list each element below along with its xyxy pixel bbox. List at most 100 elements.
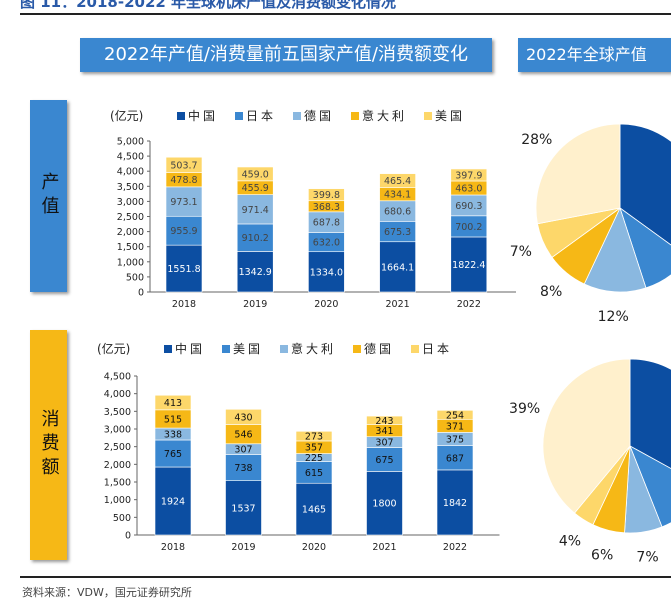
y-tick-label: 3,500 xyxy=(104,407,131,418)
y-tick-label: 1,500 xyxy=(104,478,131,489)
bar-segment xyxy=(236,251,274,293)
figure-title: 图 11：2018-2022 年全球机床产值及消费额变化情况 xyxy=(20,0,397,11)
pie-percent-label: 7% xyxy=(510,244,532,260)
bar-segment xyxy=(295,482,333,536)
bottom-rule xyxy=(20,576,671,578)
bar-value-label: 675.3 xyxy=(384,227,411,238)
bar-segment xyxy=(154,394,192,411)
header-right: 2022年全球产值 xyxy=(518,38,671,72)
bar-value-label: 434.1 xyxy=(384,190,411,201)
bar-segment xyxy=(236,223,274,252)
legend-label: 中国 xyxy=(175,341,205,356)
bar-segment xyxy=(366,415,403,425)
bar-value-label: 615 xyxy=(305,468,323,479)
bar-value-label: 687 xyxy=(446,453,464,464)
bar-value-label: 1537 xyxy=(231,503,255,514)
pie-percent-label: 12% xyxy=(598,309,629,325)
bar-value-label: 765 xyxy=(164,449,182,460)
bar-value-label: 503.7 xyxy=(170,160,197,171)
legend-label: 日本 xyxy=(246,109,276,123)
legend-swatch-4 xyxy=(411,345,419,353)
x-tick-label: 2019 xyxy=(243,299,267,310)
x-tick-label: 2021 xyxy=(372,542,396,553)
legend-label: 意大利 xyxy=(362,108,407,123)
bar-segment xyxy=(225,480,262,536)
y-tick-label: 2,000 xyxy=(104,460,131,471)
bar-value-label: 515 xyxy=(164,414,182,425)
bar-segment xyxy=(379,241,416,293)
bar-segment xyxy=(165,244,203,293)
source-footer: 资料来源：VDW，国元证券研究所 xyxy=(22,586,192,599)
bar-value-label: 690.3 xyxy=(455,201,482,212)
bar-value-label: 738 xyxy=(234,463,252,474)
y-tick-label: 1,500 xyxy=(117,242,144,253)
bar-value-label: 243 xyxy=(375,416,393,427)
bar-segment xyxy=(436,469,474,536)
bar-value-label: 1924 xyxy=(161,497,185,508)
legend-swatch-2 xyxy=(293,112,301,120)
bar-segment xyxy=(450,168,488,182)
bar-value-label: 341 xyxy=(375,426,393,437)
bar-value-label: 546 xyxy=(234,430,252,441)
unit-label: (亿元) xyxy=(110,108,143,123)
pie-percent-label: 4% xyxy=(559,534,581,550)
bar-value-label: 1342.9 xyxy=(239,267,272,278)
x-tick-label: 2020 xyxy=(302,542,326,553)
x-tick-label: 2022 xyxy=(457,299,481,310)
y-tick-label: 2,000 xyxy=(117,227,144,238)
bar-value-label: 675 xyxy=(375,455,393,466)
bar-value-label: 1800 xyxy=(372,499,396,510)
bar-value-label: 397.9 xyxy=(455,170,482,181)
side-label-production: 产值 xyxy=(30,100,67,292)
bar-value-label: 463.0 xyxy=(455,183,482,194)
bar-value-label: 307 xyxy=(375,438,393,449)
y-tick-label: 3,500 xyxy=(117,182,144,193)
legend-swatch-3 xyxy=(353,345,361,353)
y-tick-label: 4,500 xyxy=(117,152,144,163)
bar-value-label: 687.8 xyxy=(313,218,340,229)
y-tick-label: 1,000 xyxy=(104,495,131,506)
pie-slice xyxy=(535,123,621,225)
bar-value-label: 1465 xyxy=(302,505,326,516)
bar-segment xyxy=(225,408,262,425)
y-tick-label: 4,000 xyxy=(117,167,144,178)
bar-segment xyxy=(450,236,488,293)
bar-segment xyxy=(379,173,416,188)
bar-value-label: 680.6 xyxy=(384,207,411,218)
bar-value-label: 465.4 xyxy=(384,176,411,187)
unit-label: (亿元) xyxy=(97,341,130,356)
bar-value-label: 338 xyxy=(164,430,182,441)
x-tick-label: 2018 xyxy=(172,299,196,310)
bar-value-label: 955.9 xyxy=(170,226,197,237)
bar-segment xyxy=(154,439,192,468)
y-tick-label: 4,500 xyxy=(104,372,131,383)
bar-segment xyxy=(436,445,474,471)
bar-value-label: 971.4 xyxy=(242,205,269,216)
y-tick-label: 500 xyxy=(113,513,131,524)
bar-value-label: 1842 xyxy=(443,498,467,509)
bar-value-label: 1664.1 xyxy=(381,262,414,273)
y-tick-label: 2,500 xyxy=(117,212,144,223)
x-tick-label: 2018 xyxy=(161,542,185,553)
legend-label: 意大利 xyxy=(291,341,336,356)
y-tick-label: 5,000 xyxy=(117,137,144,148)
pie-percent-label: 8% xyxy=(540,284,562,300)
pie-slice xyxy=(629,358,671,469)
bar-value-label: 375 xyxy=(446,435,464,446)
bar-segment xyxy=(225,454,262,481)
bar-value-label: 700.2 xyxy=(455,222,482,233)
bar-segment xyxy=(436,410,474,420)
pie-slice xyxy=(619,123,671,246)
bar-value-label: 1822.4 xyxy=(452,260,485,271)
bar-value-label: 478.8 xyxy=(170,175,197,186)
legend-swatch-4 xyxy=(424,112,432,120)
bar-value-label: 254 xyxy=(446,410,464,421)
bar-segment xyxy=(165,215,203,246)
y-tick-label: 2,500 xyxy=(104,442,131,453)
bar-segment xyxy=(165,156,203,173)
legend-swatch-2 xyxy=(280,345,288,353)
bar-segment xyxy=(308,251,345,293)
bar-value-label: 632.0 xyxy=(313,238,340,249)
top-rule xyxy=(20,13,671,15)
